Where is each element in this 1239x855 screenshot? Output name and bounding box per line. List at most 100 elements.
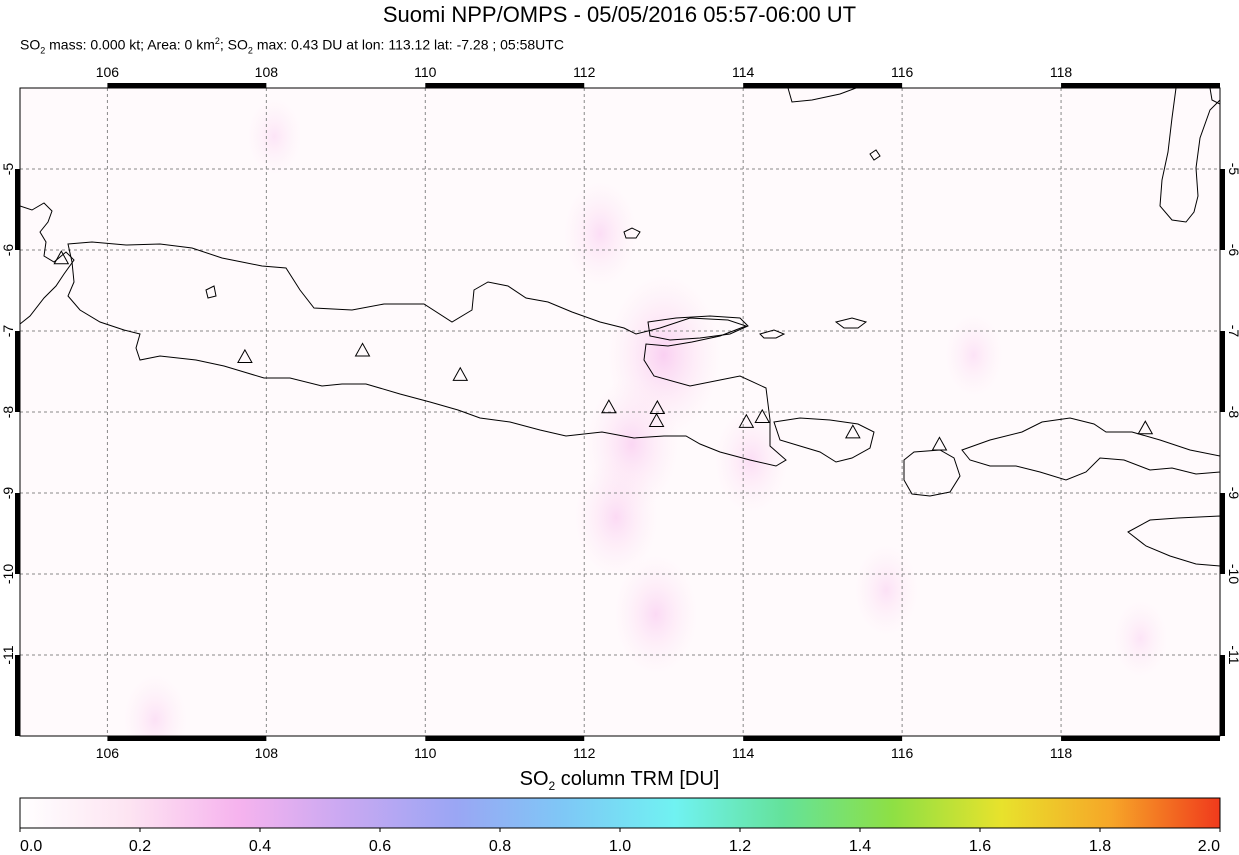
colorbar-title-subscript: 2 [548, 779, 556, 793]
coastline-sumba [1127, 515, 1220, 567]
volcano-marker [649, 399, 666, 415]
coastline-kalimantan-east [1159, 88, 1220, 223]
colorbar-tick-label: 0.0 [20, 838, 42, 855]
right-border-segment [1220, 493, 1225, 574]
lat-tick-label-right: -5 [1226, 163, 1239, 176]
volcano-marker [931, 436, 948, 451]
left-border-segment [15, 331, 20, 412]
lat-tick-label-left: -11 [0, 645, 16, 664]
so2-max-text: max: 0.43 DU at lon: 113.12 lat: -7.28 ;… [252, 36, 564, 53]
lat-tick-label-right: -9 [1226, 487, 1239, 500]
lon-tick-label-bottom: 110 [414, 745, 437, 760]
bottom-border-segment [107, 736, 267, 741]
coastline-sumatra [20, 202, 75, 325]
so2-max-label: ; SO [219, 36, 248, 53]
top-border-segment [425, 83, 585, 88]
lat-tick-label-left: -7 [0, 325, 16, 338]
volcano-marker [452, 366, 469, 381]
coastline-lombok [903, 449, 961, 497]
so2-patch [854, 544, 919, 637]
lon-tick-label-top: 108 [255, 64, 279, 80]
coastline-island-3 [205, 285, 217, 299]
area-superscript: 2 [214, 36, 220, 46]
colorbar-tick-label: 0.8 [489, 838, 511, 855]
lat-tick-label-left: -5 [0, 163, 16, 176]
colorbar-tick-label: 1.6 [969, 838, 991, 855]
colorbar-tick-label: 0.6 [369, 838, 391, 855]
colorbar-tick-label: 1.4 [849, 838, 871, 855]
volcano-marker [648, 412, 665, 428]
lat-tick-label-left: -10 [0, 564, 16, 584]
volcano-marker [754, 408, 771, 423]
lat-tick-label-right: -8 [1226, 406, 1239, 419]
so2-patch [574, 457, 659, 578]
so2-map: 106 106 108 108 110 110 112 112 114 114 116 116 118 1… [0, 64, 1239, 760]
lon-tick-label-top: 106 [96, 64, 120, 80]
top-border-segment [743, 83, 903, 88]
so2-patch [613, 554, 698, 675]
colorbar-title-prefix: SO [519, 768, 549, 790]
mass-area-text: mass: 0.000 kt; Area: 0 km [45, 36, 215, 53]
lon-tick-label-top: 114 [732, 64, 755, 80]
right-border-segment [1220, 331, 1225, 412]
coastline-sumbawa [961, 417, 1220, 481]
so2-label: SO [20, 36, 41, 53]
left-border-segment [15, 169, 20, 250]
bottom-border-segment [425, 736, 585, 741]
lon-tick-label-top: 110 [414, 64, 437, 80]
lon-tick-label-top: 116 [891, 64, 914, 80]
right-border-segment [1220, 169, 1225, 250]
lon-tick-label-bottom: 106 [96, 745, 120, 760]
coastline-bawean [623, 227, 641, 239]
lat-tick-label-right: -7 [1226, 325, 1239, 338]
lat-tick-label-left: -9 [0, 487, 16, 500]
volcano-marker [738, 413, 755, 428]
so2-patch [247, 97, 302, 176]
left-border-segment [15, 493, 20, 574]
lon-tick-label-top: 112 [573, 64, 596, 80]
left-border-segment [15, 655, 20, 736]
lat-tick-label-right: -6 [1226, 244, 1239, 257]
colorbar-tick-label: 2.0 [1198, 838, 1220, 855]
coastline-bali [773, 417, 875, 463]
colorbar-tick-label: 1.0 [609, 838, 631, 855]
coastline-java [67, 241, 787, 467]
lon-tick-label-bottom: 108 [255, 745, 279, 760]
colorbar-title-suffix: column TRM [DU] [555, 768, 720, 790]
volcano-marker [601, 399, 617, 414]
bottom-border-segment [743, 736, 903, 741]
colorbar-tick-label: 0.2 [129, 838, 151, 855]
coastline-madura [647, 315, 749, 341]
so2-patch [1113, 599, 1168, 678]
coastline-sulawesi-tip [1209, 88, 1220, 105]
lon-tick-label-bottom: 114 [732, 745, 755, 760]
lon-tick-label-bottom: 112 [573, 745, 596, 760]
so2-patch [944, 313, 1003, 398]
coastline-island-1 [759, 329, 786, 339]
colorbar-tick-label: 1.8 [1089, 838, 1111, 855]
lon-tick-label-top: 118 [1050, 64, 1073, 80]
colorbar-title: SO2 column TRM [DU] [0, 768, 1239, 793]
so2-subscript: 2 [40, 45, 46, 56]
so2-max-subscript: 2 [247, 45, 253, 56]
volcano-marker [844, 424, 861, 439]
lat-tick-label-right: -10 [1226, 564, 1239, 584]
map-subtitle: SO2 mass: 0.000 kt; Area: 0 km2; SO2 max… [20, 36, 564, 55]
top-border-segment [107, 83, 267, 88]
volcano-marker [237, 348, 253, 364]
lon-tick-label-bottom: 116 [891, 745, 914, 760]
coastline-island-2 [869, 149, 881, 161]
colorbar: 0.0 0.2 0.4 0.6 0.8 1.0 1.2 1.4 1.6 1.8 2.0 [19, 797, 1221, 855]
lat-tick-label-left: -6 [0, 244, 16, 257]
map-title: Suomi NPP/OMPS - 05/05/2016 05:57-06:00 … [382, 2, 857, 27]
coastline-kangean [834, 317, 868, 329]
colorbar-tick-label: 1.2 [729, 838, 751, 855]
top-border-segment [1061, 83, 1220, 88]
lon-tick-label-bottom: 118 [1050, 745, 1073, 760]
so2-patch [563, 180, 638, 287]
right-border-segment [1220, 655, 1225, 736]
colorbar-tick-label: 0.4 [249, 838, 271, 855]
coastline-kalimantan-west [787, 88, 857, 103]
volcano-marker [1137, 420, 1154, 435]
lat-tick-label-left: -8 [0, 406, 16, 419]
